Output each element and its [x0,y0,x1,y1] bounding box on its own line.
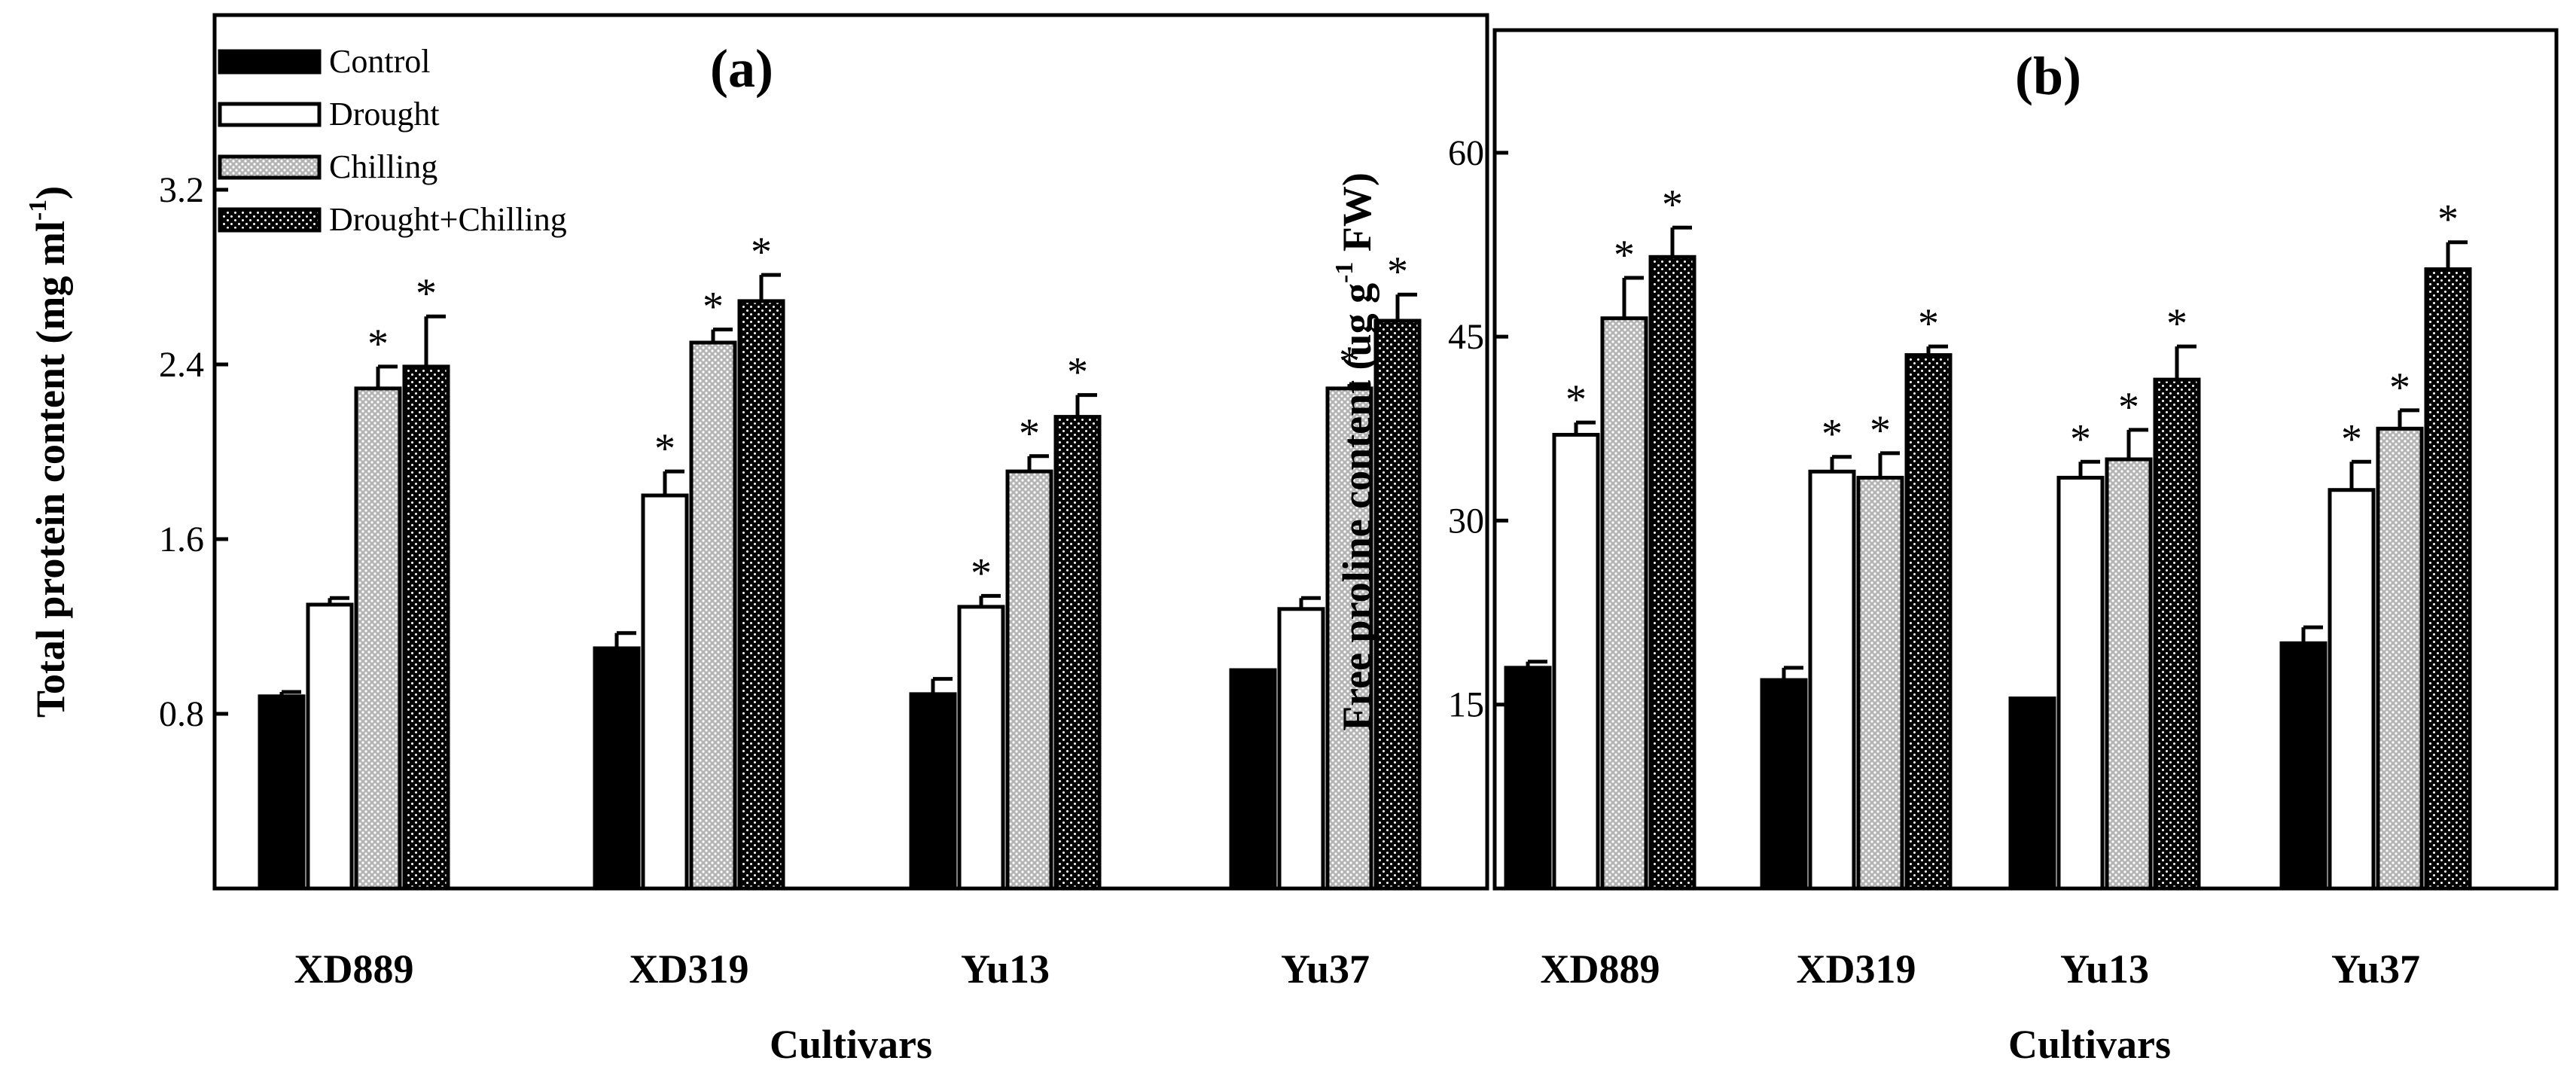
bar-yu13-drought-chilling [2153,377,2201,891]
bar-yu37-chilling [1325,386,1373,891]
significance-star-xd319-drought: * [654,425,675,472]
y-tick-label-a: 2.4 [159,345,204,385]
bar-yu37-control [1229,668,1277,891]
bar-xd319-drought-chilling [1904,353,1953,891]
bar-yu37-drought-chilling [1373,319,1422,891]
panel-label-b: (b) [2015,46,2081,106]
bar-yu13-chilling [1005,469,1053,891]
legend-label-drought-chilling: Drought+Chilling [329,201,567,238]
significance-star-yu13-drought: * [2070,416,2091,462]
significance-star-yu13-drought: * [971,550,992,596]
panel-label-a: (a) [710,38,773,99]
chart-a: (a) Cultivars Total protein content (mg … [24,13,1489,1067]
bar-xd319-drought [1808,469,1856,891]
legend-swatch-control [218,49,322,75]
y-tick-label-b: 15 [1448,685,1484,725]
y-tick-label-b: 60 [1448,133,1484,173]
legend-item-drought: Drought [218,96,440,133]
legend-label-chilling: Chilling [329,148,437,185]
x-axis-title-b: Cultivars [2008,1022,2171,1067]
bar-xd319-drought-chilling [737,299,785,891]
y-tick-label-b: 30 [1448,501,1484,541]
y-tick-label-a: 3.2 [159,170,204,210]
y-tick-label-b: 45 [1448,317,1484,357]
significance-star-yu13-drought-chilling: * [2166,300,2187,347]
legend-swatch-drought-chilling [218,207,322,233]
category-label-yu13: Yu13 [961,946,1050,992]
y-tick-label-a: 0.8 [159,694,204,734]
y-axis-title-b: Free proline content (ug g-1 FW) [1331,172,1379,731]
significance-star-xd889-chilling: * [1614,232,1635,279]
bar-yu37-chilling [2376,426,2424,891]
significance-star-xd889-drought-chilling: * [1662,181,1683,228]
y-axis-title-a: Total protein content (mg ml-1) [24,186,73,718]
significance-star-yu13-chilling: * [1019,410,1040,457]
legend-item-drought-chilling: Drought+Chilling [218,201,567,238]
chart-b: (b) Cultivars Free proline content (ug g… [1331,28,2559,1067]
bar-yu37-control [2279,641,2328,891]
bar-xd319-control [593,646,641,891]
category-label-yu37: Yu37 [2331,946,2420,992]
legend-swatch-chilling [218,154,322,180]
significance-star-yu37-drought-chilling: * [1387,248,1408,295]
bar-yu13-control [2008,696,2056,891]
legend-item-chilling: Chilling [218,148,437,185]
legend: Control Drought Chilling Drought+Chillin… [218,43,567,238]
bar-yu13-drought-chilling [1053,415,1102,891]
significance-star-xd319-chilling: * [703,284,724,331]
x-axis-title-a: Cultivars [770,1022,932,1067]
legend-label-control: Control [329,43,430,80]
category-label-xd889: XD889 [1541,946,1660,992]
bar-yu37-drought-chilling [2424,267,2472,891]
y-tick-label-a: 1.6 [159,520,204,559]
bar-xd889-chilling [1600,316,1648,891]
bar-xd889-drought-chilling [402,364,450,891]
bar-xd889-chilling [354,386,402,891]
significance-star-yu37-chilling: * [2389,364,2410,411]
bar-yu13-chilling [2105,457,2153,891]
bar-xd889-drought [306,602,354,891]
category-label-yu37: Yu37 [1281,946,1370,992]
category-label-yu13: Yu13 [2060,946,2149,992]
bar-xd319-chilling [689,340,737,891]
significance-star-xd319-drought-chilling: * [751,229,772,276]
bar-xd889-drought [1552,432,1600,891]
significance-star-xd889-drought: * [1565,376,1587,423]
bar-yu13-drought [2056,475,2105,891]
bar-xd889-control [258,694,306,891]
legend-swatch-drought [218,102,322,127]
category-label-xd889: XD889 [294,946,414,992]
bar-yu37-drought [2328,488,2376,891]
significance-star-xd889-drought-chilling: * [416,270,437,317]
bar-xd319-control [1760,678,1808,891]
category-label-xd319: XD319 [630,946,749,992]
bar-xd889-control [1504,666,1552,891]
bar-xd319-drought [641,493,689,891]
significance-star-yu37-drought: * [2341,416,2362,462]
significance-star-yu13-drought-chilling: * [1067,349,1088,396]
bar-xd889-drought-chilling [1648,254,1697,891]
plot-frame-a [212,13,1489,891]
significance-star-yu13-chilling: * [2118,384,2139,431]
bar-yu13-drought [957,605,1005,891]
bar-xd319-chilling [1856,475,1904,891]
significance-star-yu37-drought-chilling: * [2437,197,2459,243]
legend-item-control: Control [218,43,430,80]
significance-star-xd319-drought-chilling: * [1918,300,1939,347]
significance-star-xd319-chilling: * [1870,407,1891,454]
bar-yu37-drought [1277,607,1325,891]
significance-star-yu37-chilling: * [1339,338,1360,385]
legend-label-drought: Drought [329,96,440,133]
category-label-xd319: XD319 [1797,946,1916,992]
significance-star-xd319-drought: * [1821,411,1843,458]
bar-yu13-control [909,692,957,891]
significance-star-xd889-chilling: * [367,321,389,367]
